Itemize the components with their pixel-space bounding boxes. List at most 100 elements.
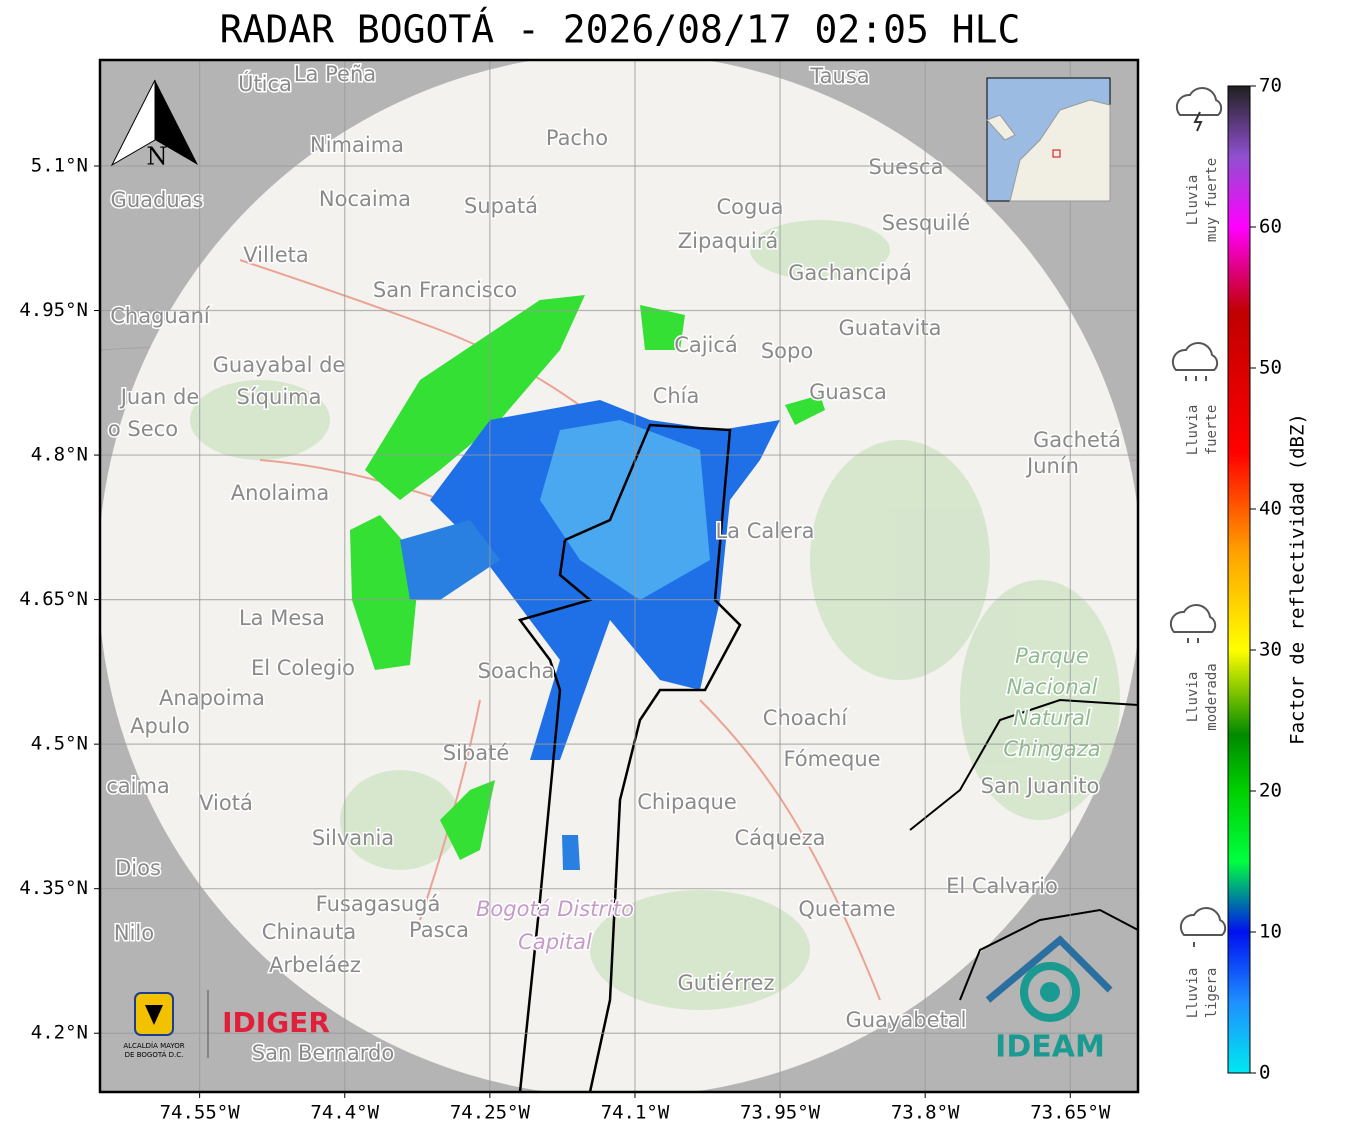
alcaldia-text: ALCALDÍA MAYOR bbox=[123, 1041, 184, 1050]
legend-label: Lluvia bbox=[1185, 968, 1201, 1019]
place-label: El Colegio bbox=[251, 656, 355, 680]
place-label: Dios bbox=[115, 856, 161, 880]
place-label: Fómeque bbox=[783, 747, 880, 771]
admin-boundary bbox=[909, 698, 1138, 1001]
place-label: El Calvario bbox=[946, 874, 1058, 898]
place-label: Guasca bbox=[809, 380, 887, 404]
place-label: Apulo bbox=[130, 714, 190, 738]
place-label: Arbeláez bbox=[269, 953, 361, 977]
place-label: Pasca bbox=[409, 918, 469, 942]
colorbar-label: Factor de reflectividad (dBZ) bbox=[1287, 413, 1309, 745]
place-label: Sesquilé bbox=[882, 211, 970, 235]
colorbar-tick-label: 10 bbox=[1259, 921, 1282, 943]
x-tick-label: 74.25°W bbox=[450, 1102, 531, 1124]
x-tick-label: 73.95°W bbox=[740, 1102, 821, 1124]
place-label: Chía bbox=[653, 384, 700, 408]
place-label: San Bernardo bbox=[252, 1041, 394, 1065]
place-label: Guatavita bbox=[839, 316, 942, 340]
colorbar-tick-label: 20 bbox=[1259, 780, 1282, 802]
legend-label: Lluvia bbox=[1185, 405, 1201, 456]
place-label: Síquima bbox=[237, 385, 322, 409]
x-tick-label: 74.4°W bbox=[310, 1102, 379, 1124]
place-label: Guayabetal bbox=[846, 1008, 967, 1032]
place-label: Suesca bbox=[869, 155, 944, 179]
colorbar-tick-label: 0 bbox=[1259, 1062, 1270, 1084]
y-tick-label: 4.95°N bbox=[19, 299, 88, 321]
place-label: Juan de bbox=[119, 385, 200, 409]
map-frame bbox=[98, 58, 1140, 1094]
x-tick-label: 74.55°W bbox=[160, 1102, 241, 1124]
legend-label: Lluvia bbox=[1185, 175, 1201, 226]
colorbar-tick-label: 60 bbox=[1259, 216, 1282, 238]
ideam-text: IDEAM bbox=[995, 1030, 1105, 1065]
place-label: Gutiérrez bbox=[678, 971, 775, 995]
park-label: Nacional bbox=[1007, 675, 1098, 699]
alcaldia-text: DE BOGOTÁ D.C. bbox=[125, 1050, 184, 1059]
place-label: San Francisco bbox=[373, 278, 517, 302]
ideam-logo: IDEAM bbox=[985, 935, 1113, 1065]
district-label: Bogotá Distrito bbox=[476, 897, 634, 921]
place-label: La Mesa bbox=[239, 606, 325, 630]
colorbar-tick-label: 50 bbox=[1259, 357, 1282, 379]
colorbar-tick-label: 40 bbox=[1259, 498, 1282, 520]
place-label: Villeta bbox=[243, 243, 308, 267]
place-label: Gachetá bbox=[1033, 428, 1121, 452]
place-label: Sopo bbox=[761, 339, 813, 363]
title: RADAR BOGOTÁ - 2026/08/17 02:05 HLC bbox=[220, 8, 1021, 52]
place-label: Zipaquirá bbox=[678, 229, 778, 253]
x-tick-label: 74.1°W bbox=[601, 1102, 670, 1124]
legend-label: moderada bbox=[1204, 663, 1220, 730]
place-label: La Calera bbox=[715, 519, 814, 543]
vegetation bbox=[190, 220, 1120, 1010]
alcaldia-logo: ALCALDÍA MAYOR DE BOGOTÁ D.C. IDIGER bbox=[123, 990, 330, 1059]
place-label: Guaduas bbox=[111, 188, 204, 212]
inset-map bbox=[986, 77, 1111, 202]
radar-echoes bbox=[350, 295, 825, 870]
park-label: Chingaza bbox=[1003, 737, 1100, 761]
place-label: Cajicá bbox=[674, 333, 738, 357]
place-label: San Juanito bbox=[981, 774, 1100, 798]
idiger-logo: IDIGER bbox=[222, 1006, 330, 1039]
bogota-boundary bbox=[517, 423, 742, 1092]
park-label: Parque bbox=[1015, 644, 1089, 668]
place-label: Pacho bbox=[546, 126, 608, 150]
x-tick-label: 73.8°W bbox=[891, 1102, 960, 1124]
legend-label: Lluvia bbox=[1185, 672, 1201, 723]
map: Útica La Peña Tausa Nimaima Pacho Guaduas Noca… bbox=[100, 60, 1138, 1092]
legend-label: ligera bbox=[1204, 968, 1220, 1019]
place-label: Junín bbox=[1025, 454, 1079, 478]
place-label: Chipaque bbox=[637, 790, 737, 814]
place-label: caima bbox=[106, 774, 170, 798]
y-tick-label: 4.65°N bbox=[19, 588, 88, 610]
y-tick-label: 4.2°N bbox=[31, 1022, 88, 1044]
place-label: Chinauta bbox=[262, 920, 356, 944]
colorbar-tick-label: 70 bbox=[1259, 75, 1282, 97]
district-label: Capital bbox=[518, 930, 592, 954]
place-label: Nimaima bbox=[310, 133, 404, 157]
x-tick-label: 73.65°W bbox=[1030, 1102, 1111, 1124]
place-label: Supatá bbox=[464, 194, 538, 218]
y-tick-label: 4.5°N bbox=[31, 733, 88, 755]
park-label: Natural bbox=[1013, 706, 1091, 730]
place-label: Anolaima bbox=[231, 481, 329, 505]
place-label: Silvania bbox=[312, 826, 394, 850]
place-label: La Peña bbox=[294, 62, 376, 86]
legend-label: fuerte bbox=[1204, 405, 1220, 456]
colorbar-tick-label: 30 bbox=[1259, 639, 1282, 661]
place-label: Nocaima bbox=[319, 187, 411, 211]
y-tick-label: 5.1°N bbox=[31, 154, 88, 176]
place-label: Cogua bbox=[716, 195, 783, 219]
place-label: Viotá bbox=[199, 791, 253, 815]
place-label: Anapoima bbox=[159, 686, 265, 710]
place-label: Útica bbox=[238, 71, 292, 96]
legend-label: muy fuerte bbox=[1204, 158, 1220, 242]
compass: N bbox=[110, 79, 198, 171]
place-label: Choachí bbox=[763, 706, 849, 730]
legend-icons bbox=[1169, 86, 1227, 947]
place-label: o Seco bbox=[108, 417, 178, 441]
y-tick-label: 4.8°N bbox=[31, 444, 88, 466]
place-label: Chaguaní bbox=[110, 304, 211, 328]
place-label: Gachancipá bbox=[788, 261, 912, 285]
place-label: Soacha bbox=[478, 659, 555, 683]
